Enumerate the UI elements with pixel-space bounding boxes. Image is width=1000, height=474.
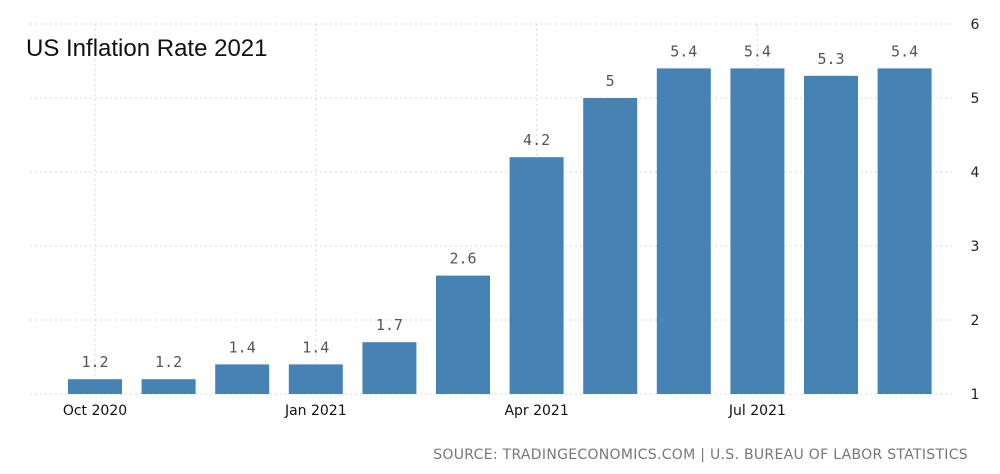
bar-value-label: 5.4	[891, 42, 918, 60]
bar-value-label: 4.2	[523, 131, 550, 149]
bar	[141, 379, 196, 394]
bar	[68, 379, 122, 394]
x-tick-label: Oct 2020	[63, 403, 127, 419]
source-credit: SOURCE: TRADINGECONOMICS.COM | U.S. BURE…	[433, 447, 968, 463]
bar	[288, 364, 343, 394]
bar	[877, 68, 932, 395]
x-tick-label: Apr 2021	[504, 403, 568, 419]
bar	[656, 68, 711, 395]
bar-value-label: 5.4	[744, 42, 771, 60]
bar	[215, 364, 270, 394]
bar	[362, 342, 417, 394]
bar-value-label: 2.6	[449, 250, 476, 268]
bar-value-label: 1.4	[302, 338, 329, 356]
bar	[509, 157, 564, 394]
bar	[583, 98, 638, 394]
y-tick-label: 3	[971, 239, 980, 255]
y-tick-label: 6	[971, 17, 980, 33]
bar-value-label: 1.2	[155, 353, 182, 371]
y-tick-label: 5	[971, 91, 980, 107]
bar	[730, 68, 785, 395]
y-tick-label: 2	[971, 313, 980, 329]
data-labels: 1.2 1.2 1.4 1.4 1.7 2.6 4.2 5 5.4 5.4 5.3 5.4	[81, 42, 918, 371]
bar-value-label: 5.4	[670, 42, 697, 60]
bar-series	[68, 68, 932, 395]
y-axis-ticks: 1 2 3 4 5 6	[971, 17, 980, 403]
x-tick-label: Jan 2021	[284, 403, 347, 419]
x-tick-label: Jul 2021	[728, 403, 786, 419]
bar-value-label: 1.4	[229, 338, 256, 356]
bar	[804, 75, 858, 395]
y-tick-label: 4	[971, 165, 980, 181]
bar-value-label: 5	[606, 72, 615, 90]
bar	[436, 275, 490, 394]
y-tick-label: 1	[971, 387, 980, 403]
chart-title: US Inflation Rate 2021	[26, 35, 268, 62]
bar-value-label: 1.7	[376, 316, 403, 334]
x-axis-ticks: Oct 2020 Jan 2021 Apr 2021 Jul 2021	[63, 403, 786, 419]
bar-value-label: 1.2	[81, 353, 108, 371]
bar-value-label: 5.3	[817, 50, 844, 68]
